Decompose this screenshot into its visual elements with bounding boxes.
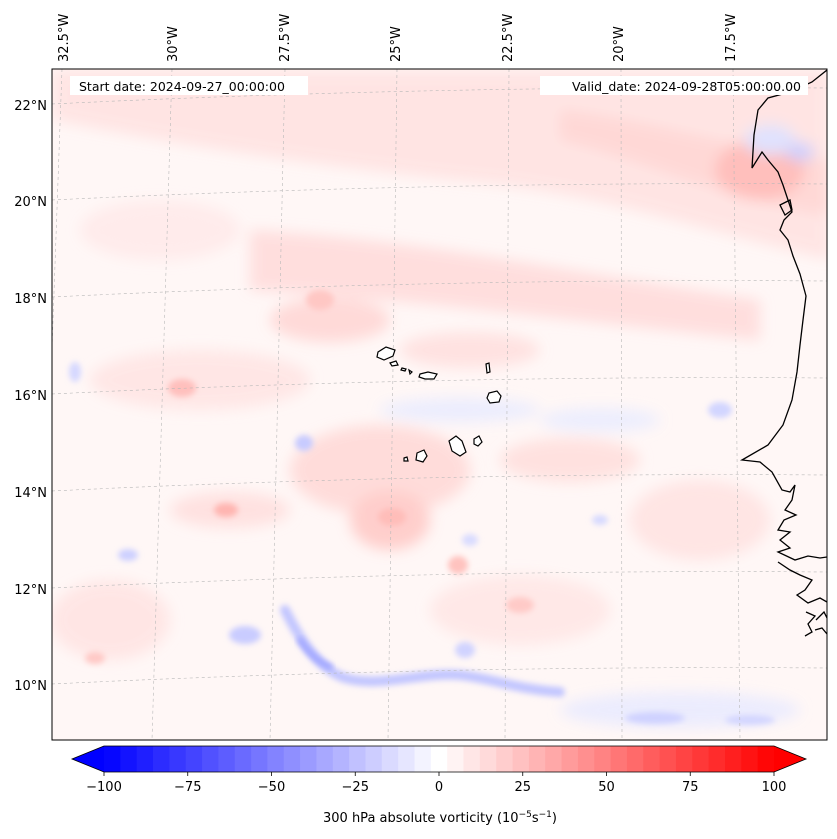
colorbar-cell <box>430 746 448 772</box>
colorbar-cell <box>251 746 269 772</box>
colorbar-cell <box>169 746 187 772</box>
colorbar-cell <box>202 746 219 772</box>
colorbar-ticks: −100 −75 −50 −25 0 25 50 75 100 <box>86 772 786 795</box>
lat-label-18n: 18°N <box>14 292 47 307</box>
colorbar-cell <box>463 746 481 772</box>
colorbar-cell <box>675 746 693 772</box>
colorbar-cell <box>283 746 301 772</box>
map-frame <box>51 68 828 741</box>
colorbar-cell <box>479 746 497 772</box>
colorbar-tick-label: −75 <box>174 780 201 795</box>
lat-label-10n: 10°N <box>14 679 47 694</box>
colorbar-cell <box>708 746 726 772</box>
lon-label-17-5w: 17.5°W <box>724 14 739 62</box>
lon-label-32-5w: 32.5°W <box>57 14 72 62</box>
colorbar-cell <box>741 746 759 772</box>
colorbar-cell <box>300 746 318 772</box>
colorbar-tick-label: 50 <box>598 780 615 795</box>
start-date-box <box>70 76 308 95</box>
colorbar-cell <box>561 746 579 772</box>
colorbar: −100 −75 −50 −25 0 25 50 75 100 300 hPa absolute… <box>70 745 808 826</box>
lon-label-25w: 25°W <box>389 26 404 62</box>
lon-label-22-5w: 22.5°W <box>501 14 516 62</box>
colorbar-cell <box>496 746 514 772</box>
colorbar-cell <box>218 746 236 772</box>
colorbar-cell <box>365 746 383 772</box>
colorbar-tick-label: −25 <box>342 780 369 795</box>
colorbar-cell <box>512 746 530 772</box>
colorbar-cell <box>643 746 661 772</box>
colorbar-tick-label: 25 <box>514 780 531 795</box>
colorbar-extend-max <box>774 746 806 772</box>
colorbar-cell <box>332 746 350 772</box>
colorbar-cell <box>398 746 416 772</box>
map-panel: Start date: 2024-09-27_00:00:00 Valid_da… <box>51 68 828 741</box>
colorbar-cell <box>724 746 742 772</box>
colorbar-cell <box>577 746 595 772</box>
colorbar-cell <box>594 746 612 772</box>
colorbar-extend-min <box>72 746 104 772</box>
lon-label-27-5w: 27.5°W <box>278 14 293 62</box>
start-date-label: Start date: 2024-09-27_00:00:00 <box>79 79 285 94</box>
lat-label-20n: 20°N <box>14 195 47 210</box>
latitude-labels: 22°N 20°N 18°N 16°N 14°N 12°N 10°N <box>14 99 47 694</box>
colorbar-tick-label: 100 <box>762 780 787 795</box>
lon-label-30w: 30°W <box>166 26 181 62</box>
colorbar-cell <box>610 746 628 772</box>
colorbar-cell <box>659 746 677 772</box>
colorbar-cell <box>234 746 252 772</box>
lat-label-12n: 12°N <box>14 583 47 598</box>
coastline <box>739 69 827 637</box>
colorbar-cell <box>528 746 546 772</box>
colorbar-tick-label: 0 <box>435 780 443 795</box>
colorbar-tick-label: −50 <box>258 780 285 795</box>
colorbar-cell <box>316 746 334 772</box>
colorbar-label: 300 hPa absolute vorticity (10−5s−1) <box>323 810 557 826</box>
valid-date-box <box>540 76 808 95</box>
colorbar-cell <box>381 746 399 772</box>
vorticity-field: Start date: 2024-09-27_00:00:00 Valid_da… <box>52 69 827 740</box>
colorbar-cells <box>104 746 775 772</box>
lat-label-22n: 22°N <box>14 99 47 114</box>
cape-verde-islands <box>376 346 502 463</box>
lon-label-20w: 20°W <box>612 26 627 62</box>
lat-label-16n: 16°N <box>14 389 47 404</box>
colorbar-cell <box>414 746 432 772</box>
colorbar-cell <box>692 746 710 772</box>
colorbar-cell <box>120 746 138 772</box>
colorbar-cell <box>104 746 121 772</box>
lat-label-14n: 14°N <box>14 486 47 501</box>
colorbar-cell <box>447 746 465 772</box>
valid-date-label: Valid_date: 2024-09-28T05:00:00.00 <box>572 79 801 94</box>
colorbar-cell <box>349 746 367 772</box>
colorbar-cell <box>185 746 203 772</box>
colorbar-tick-label: 75 <box>682 780 699 795</box>
colorbar-cell <box>545 746 563 772</box>
colorbar-cell <box>136 746 154 772</box>
colorbar-tick-label: −100 <box>86 780 122 795</box>
graticule <box>52 69 827 740</box>
colorbar-cell <box>757 746 775 772</box>
colorbar-cell <box>153 746 170 772</box>
colorbar-cell <box>267 746 285 772</box>
longitude-labels: 32.5°W 30°W 27.5°W 25°W 22.5°W 20°W 17.5… <box>57 14 739 62</box>
colorbar-cell <box>626 746 644 772</box>
